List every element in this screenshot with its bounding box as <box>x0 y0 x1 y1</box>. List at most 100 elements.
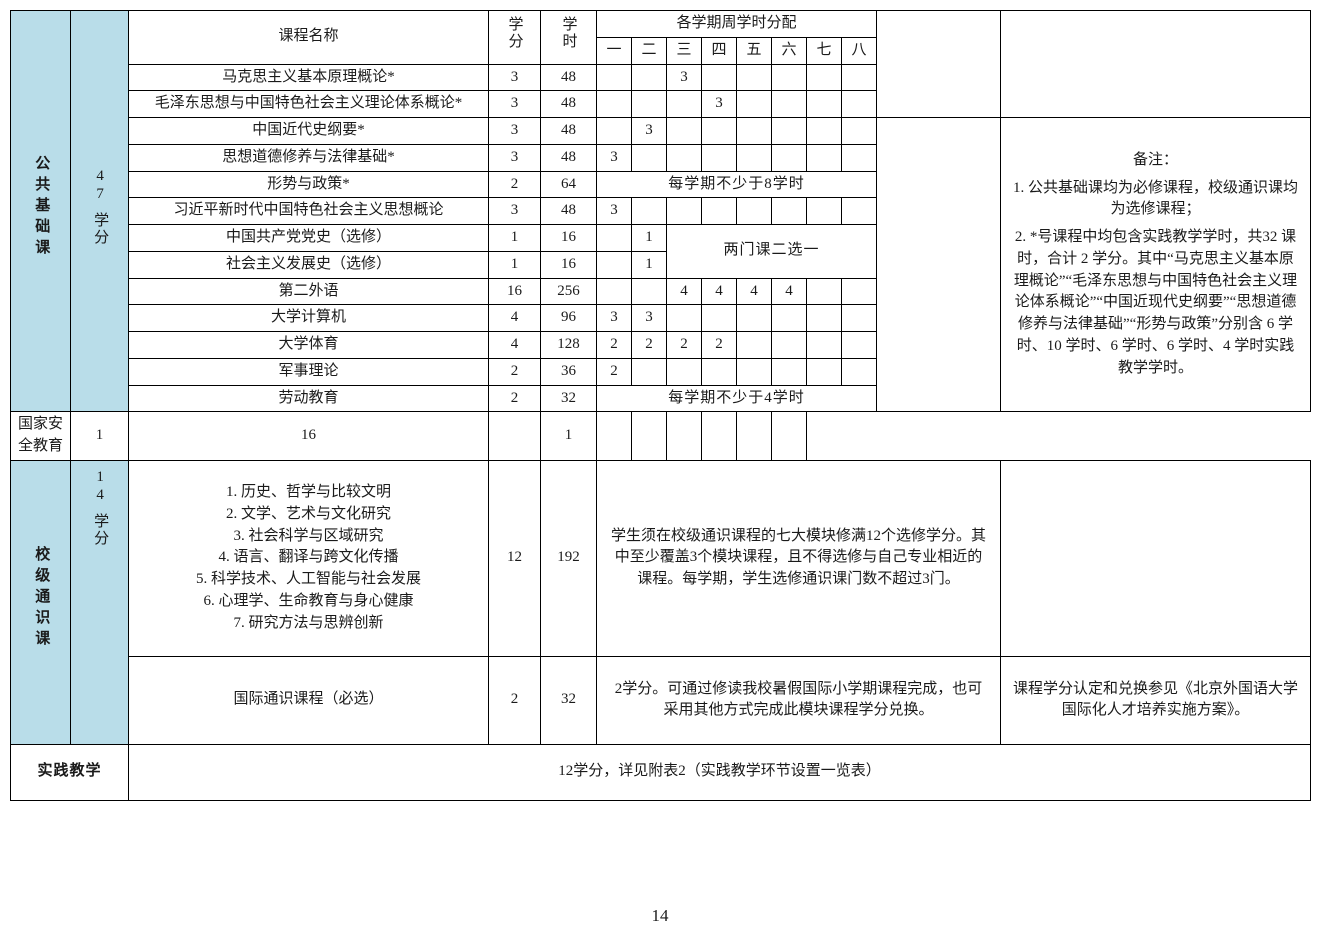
course-sem-1 <box>596 63 632 92</box>
course-sem-2 <box>631 63 667 92</box>
course-credits: 4 <box>488 331 541 359</box>
module-item: 5. 科学技术、人工智能与社会发展 <box>195 571 421 588</box>
course-hours: 64 <box>540 170 597 199</box>
header-semester-2: 二 <box>631 36 667 65</box>
course-sem-5 <box>736 331 772 359</box>
course-sem-6 <box>771 357 807 386</box>
table-row: 军事理论 2 36 2 <box>11 357 1311 386</box>
general-education-credits: 12 <box>488 459 541 657</box>
course-sem-7 <box>806 143 842 172</box>
credits-general-education: 14 学分 <box>70 459 129 745</box>
course-sem-2: 2 <box>631 331 667 359</box>
course-sem-7 <box>806 277 842 306</box>
module-item: 1. 历史、哲学与比较文明 <box>225 484 391 501</box>
course-sem-1 <box>596 277 632 306</box>
course-hours: 16 <box>540 224 597 252</box>
course-sem-1: 2 <box>596 357 632 386</box>
course-sem-6 <box>771 63 807 92</box>
table-row: 国家安全教育 1 16 1 <box>10 411 1311 461</box>
module-item: 4. 语言、翻译与跨文化传播 <box>218 549 399 566</box>
course-sem-8 <box>840 357 878 386</box>
course-name: 中国近代史纲要* <box>128 117 489 145</box>
course-sem-2: 1 <box>631 250 667 279</box>
course-sem-1: 3 <box>596 304 632 332</box>
module-item: 3. 社会科学与区域研究 <box>233 527 384 544</box>
course-name: 中国共产党党史（选修） <box>128 224 489 252</box>
course-sem-1 <box>596 250 632 279</box>
course-sem-5: 4 <box>736 277 772 306</box>
course-sem-5 <box>736 357 772 386</box>
curriculum-table: 公共基础课 47 学分 课程名称 学分 学时 各学期周学时分配 一 二 三 四 … <box>10 9 1312 801</box>
course-credits: 2 <box>488 170 541 199</box>
course-sem-7 <box>806 63 842 92</box>
table-row: 习近平新时代中国特色社会主义思想概论 3 48 3 <box>11 197 1311 225</box>
header-semester-7: 七 <box>806 36 842 65</box>
course-credits: 3 <box>488 143 541 172</box>
course-credits: 3 <box>488 90 541 118</box>
course-sem-8 <box>840 143 878 172</box>
practice-teaching-text: 12学分，详见附表2（实践教学环节设置一览表） <box>127 743 1312 801</box>
table-row: 中国共产党党史（选修） 1 16 1 两门课二选一 <box>11 224 1311 279</box>
course-sem-1: 3 <box>596 197 632 225</box>
course-semester-note: 每学期不少于4学时 <box>595 384 878 413</box>
course-sem-1 <box>596 117 632 145</box>
course-hours: 128 <box>540 331 597 359</box>
module-item: 2. 文学、艺术与文化研究 <box>225 505 391 522</box>
course-sem-7 <box>806 197 842 225</box>
table-row: 思想道德修养与法律基础* 3 48 3 <box>11 143 1311 172</box>
course-sem-8 <box>771 411 807 461</box>
module-item: 6. 心理学、生命教育与身心健康 <box>203 592 414 609</box>
header-semester-5: 五 <box>736 36 772 65</box>
course-sem-5 <box>736 197 772 225</box>
header-credits: 学分 <box>488 10 541 65</box>
course-sem-3 <box>666 143 702 172</box>
course-sem-6 <box>771 143 807 172</box>
header-semester-group: 各学期周学时分配 <box>595 10 878 38</box>
course-sem-3 <box>666 357 702 386</box>
course-sem-8 <box>840 304 878 332</box>
course-credits: 4 <box>488 304 541 332</box>
credits-general-education-unit: 学分 <box>92 512 109 547</box>
credits-public-basic-unit: 学分 <box>92 212 109 247</box>
course-name: 毛泽东思想与中国特色社会主义理论体系概论* <box>128 90 489 118</box>
course-name: 形势与政策* <box>128 170 489 199</box>
course-hours: 16 <box>540 250 597 279</box>
course-sem-8 <box>840 331 878 359</box>
international-course-description: 2学分。可通过修读我校暑假国际小学期课程完成，也可采用其他方式完成此模块课程学分… <box>595 655 1002 745</box>
course-sem-5 <box>666 411 702 461</box>
table-row-international: 国际通识课程（必选） 2 32 2学分。可通过修读我校暑假国际小学期课程完成，也… <box>11 655 1312 745</box>
course-sem-3: 4 <box>666 277 702 306</box>
table-row-general-education: 校级通识课 14 学分 1. 历史、哲学与比较文明 2. 文学、艺术与文化研究 … <box>10 459 1312 745</box>
table-row: 中国近代史纲要* 3 48 3 备注： 1. 公共基础课均为必修课程，校级通识课… <box>11 116 1312 413</box>
course-name: 大学计算机 <box>128 304 489 332</box>
course-hours: 48 <box>540 90 597 118</box>
table-row: 形势与政策* 2 64 每学期不少于8学时 <box>11 170 1311 199</box>
header-semester-8: 八 <box>840 36 878 65</box>
course-sem-4 <box>701 304 737 332</box>
course-credits: 2 <box>488 357 541 386</box>
table-row: 第二外语 16 256 4 4 4 4 <box>11 277 1311 306</box>
general-education-description: 学生须在校级通识课程的七大模块修满12个选修学分。其中至少覆盖3个模块课程，且不… <box>595 459 1002 657</box>
course-sem-7 <box>736 411 772 461</box>
course-sem-8 <box>840 117 878 145</box>
table-header-row-1: 公共基础课 47 学分 课程名称 学分 学时 各学期周学时分配 <box>10 9 1312 413</box>
course-sem-4 <box>701 117 737 145</box>
course-sem-6 <box>771 90 807 118</box>
course-sem-6 <box>701 411 737 461</box>
course-sem-4 <box>631 411 667 461</box>
course-sem-5 <box>736 143 772 172</box>
credits-public-basic: 47 学分 <box>70 9 129 413</box>
category-public-basic-label: 公共基础课 <box>33 154 50 260</box>
course-hours: 48 <box>540 143 597 172</box>
course-sem-1: 3 <box>596 143 632 172</box>
table-row-practice: 实践教学 12学分，详见附表2（实践教学环节设置一览表） <box>10 743 1312 801</box>
international-course-name: 国际通识课程（必选） <box>128 655 489 745</box>
course-sem-2 <box>631 277 667 306</box>
course-credits: 1 <box>488 224 541 252</box>
course-sem-8 <box>840 197 878 225</box>
course-hours: 32 <box>540 384 597 413</box>
category-general-education: 校级通识课 <box>10 459 71 745</box>
course-name: 大学体育 <box>128 331 489 359</box>
header-hours: 学时 <box>540 10 597 65</box>
course-sem-1: 2 <box>596 331 632 359</box>
